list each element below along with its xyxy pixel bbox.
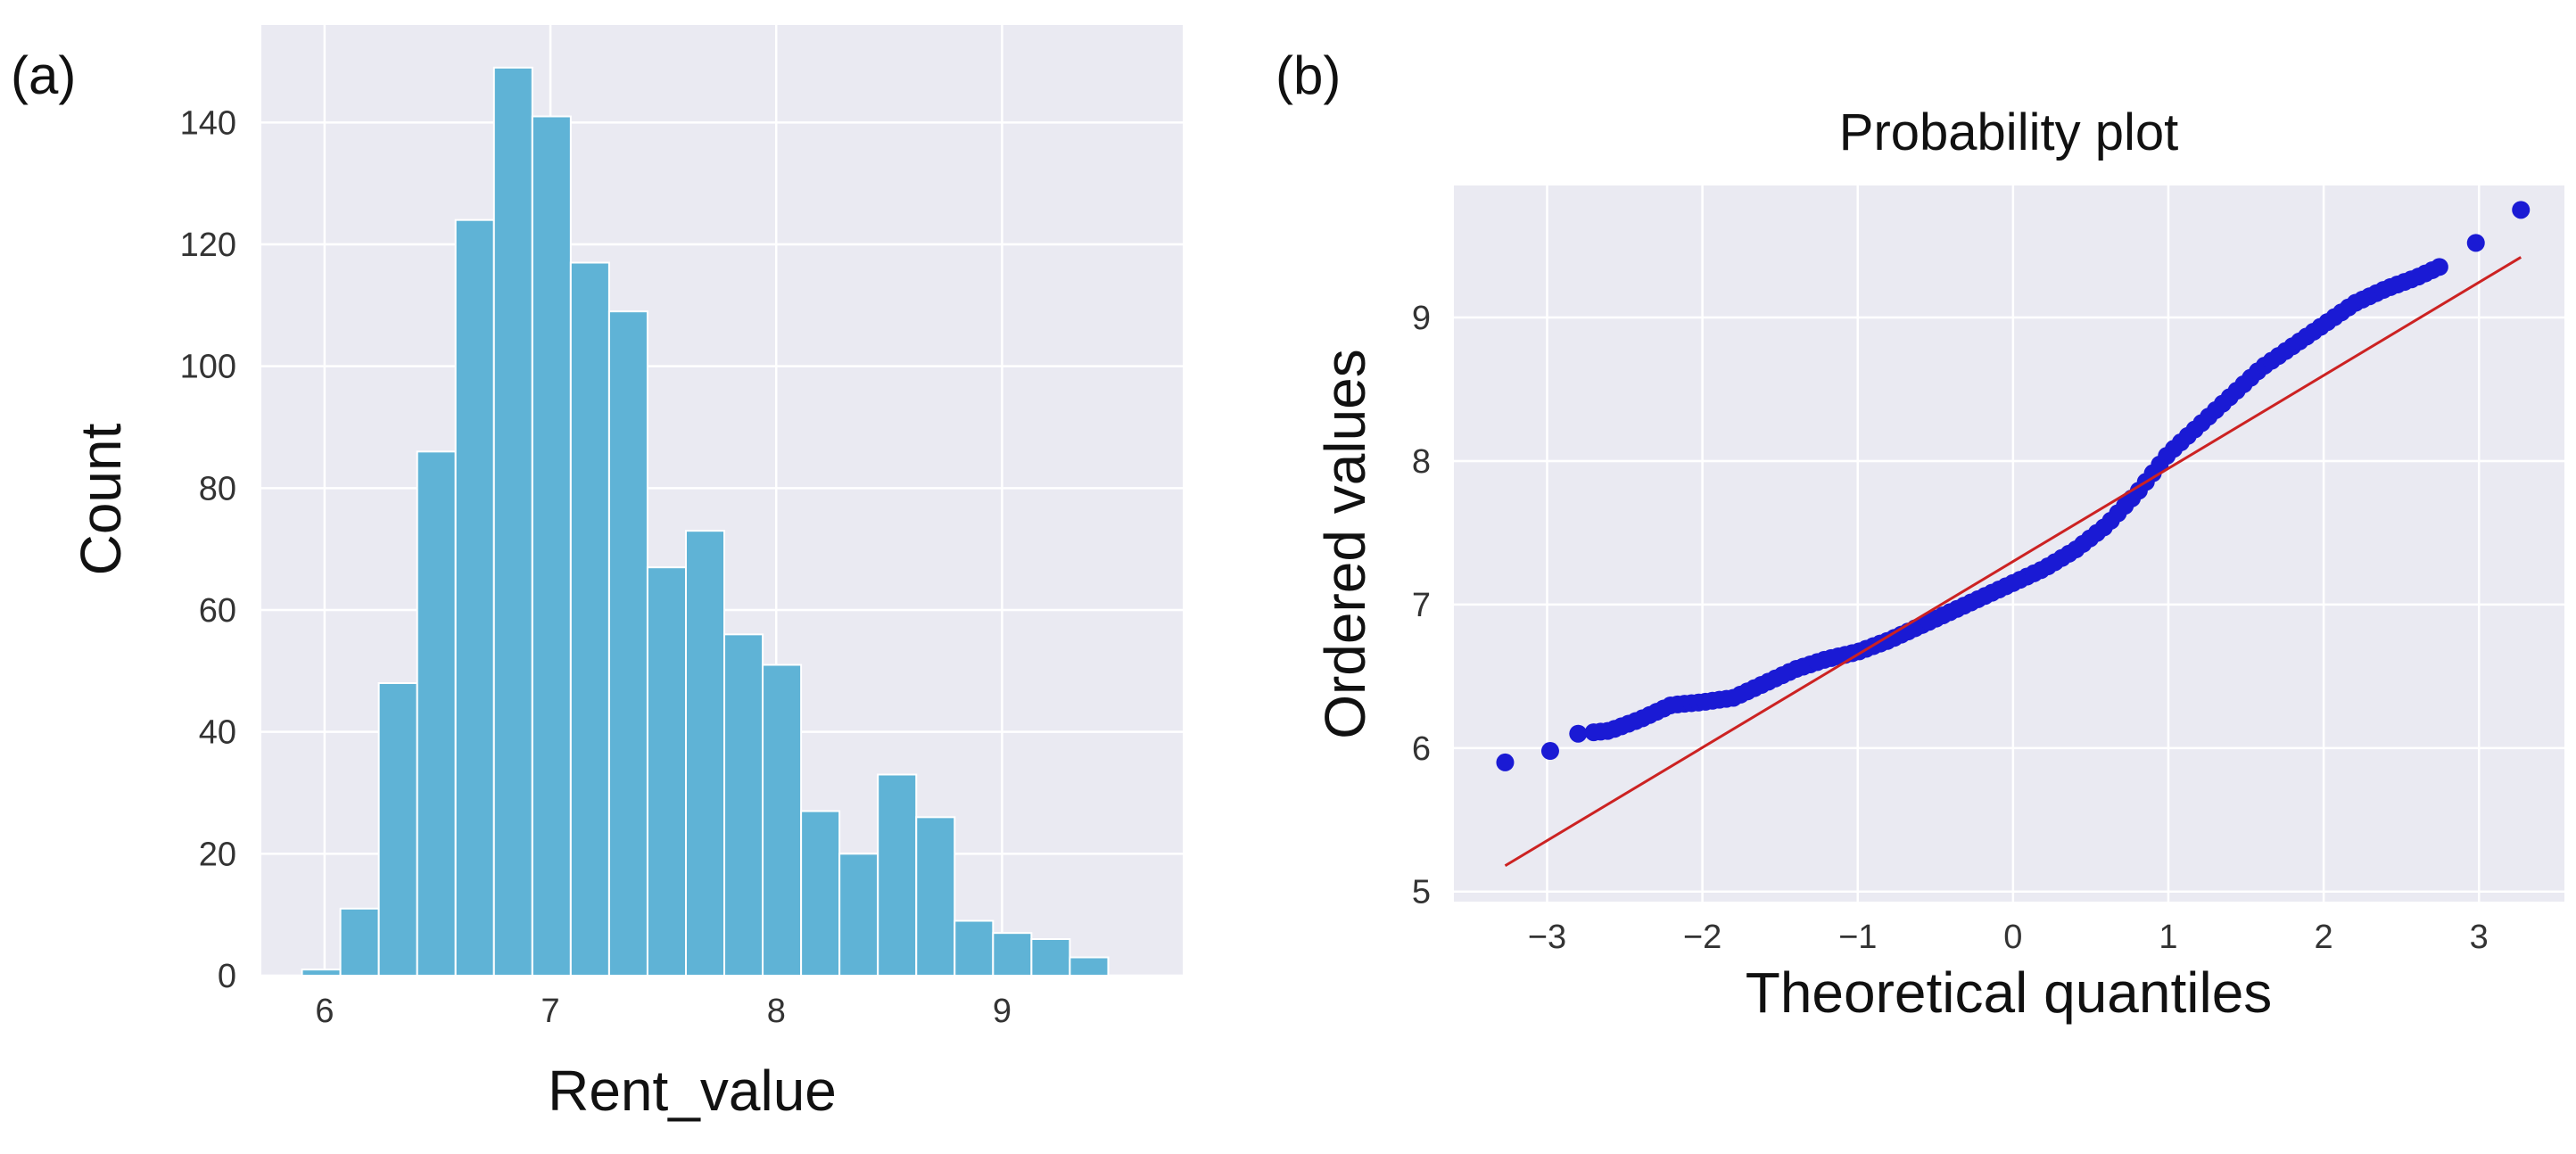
probability-plot-x-tick-label: 2 [2315,919,2333,956]
histogram-bar [915,816,956,977]
histogram-bar [301,969,342,977]
probability-plot-x-tick-label: −3 [1528,919,1566,956]
histogram-x-ticks: 6 7 8 9 [315,993,1011,1030]
histogram-bar [454,218,495,977]
histogram-y-axis-label: Count [69,423,133,575]
probability-plot-y-tick-label: 9 [1412,300,1431,337]
histogram-y-tick-label: 100 [180,349,236,386]
histogram-bar [569,261,610,977]
histogram-chart: 6 7 8 9 0 20 40 60 80 100 120 140 (a) Rent_value C… [11,25,1183,1123]
probability-plot-x-ticks: −3 −2 −1 0 1 2 3 [1528,919,2489,956]
histogram-bar [1030,938,1071,977]
probability-point [2512,201,2531,219]
probability-point [1540,742,1559,761]
probability-plot-x-tick-label: −1 [1838,919,1877,956]
histogram-bar [762,664,803,977]
histogram-bar [684,530,726,977]
histogram-bar [607,310,648,977]
probability-plot-y-ticks: 5 6 7 8 9 [1412,300,1431,911]
histogram-bar [492,66,533,977]
histogram-y-tick-label: 120 [180,227,236,264]
histogram-bar [531,115,572,977]
fit-line [1504,256,2522,868]
probability-plot-y-tick-label: 5 [1412,874,1431,911]
histogram-y-tick-label: 20 [199,836,236,873]
histogram-y-tick-label: 0 [218,958,236,995]
probability-plot-points [1496,201,2531,771]
probability-plot-y-tick-label: 8 [1412,443,1431,481]
histogram-bar [954,919,995,977]
histogram-bar [377,682,418,977]
histogram-x-axis-label: Rent_value [548,1059,837,1123]
probability-plot-area [1454,185,2564,902]
histogram-bar [992,932,1033,977]
histogram-bar [339,907,380,977]
histogram-bar [416,450,457,977]
histogram-bars [301,66,1110,977]
histogram-bar [877,773,918,977]
histogram-bar [723,633,764,977]
histogram-y-ticks: 0 20 40 60 80 100 120 140 [180,104,236,995]
histogram-x-tick-label: 7 [541,993,560,1030]
histogram-bar [838,853,879,977]
probability-point [1496,753,1515,771]
probability-plot-y-tick-label: 6 [1412,730,1431,768]
probability-plot-y-axis-label: Ordered values [1313,349,1377,739]
probability-plot-y-tick-label: 7 [1412,587,1431,624]
probability-plot-x-tick-label: −2 [1683,919,1721,956]
histogram-bar [646,566,687,977]
panel-label-a: (a) [11,45,76,105]
probability-plot-chart: −3 −2 −1 0 1 2 3 5 6 7 8 9 (b) Probability plot Th… [1276,45,2564,1025]
probability-plot-x-axis-label: Theoretical quantiles [1746,960,2273,1025]
histogram-x-tick-label: 6 [315,993,334,1030]
histogram-bar [800,810,841,977]
probability-point [1569,724,1588,743]
histogram-y-tick-label: 80 [199,470,236,507]
histogram-y-tick-label: 60 [199,592,236,630]
histogram-bar [1069,956,1110,977]
probability-point [2430,258,2448,276]
probability-plot-x-tick-label: 1 [2159,919,2177,956]
histogram-y-tick-label: 40 [199,714,236,752]
probability-plot-grid [1454,185,2564,902]
probability-plot-title: Probability plot [1839,103,2178,161]
histogram-y-tick-label: 140 [180,104,236,142]
histogram-x-tick-label: 9 [993,993,1011,1030]
histogram-x-tick-label: 8 [767,993,786,1030]
panel-label-b: (b) [1276,45,1341,105]
probability-point [2466,234,2485,252]
probability-plot-x-tick-label: 0 [2003,919,2022,956]
probability-plot-x-tick-label: 3 [2470,919,2489,956]
